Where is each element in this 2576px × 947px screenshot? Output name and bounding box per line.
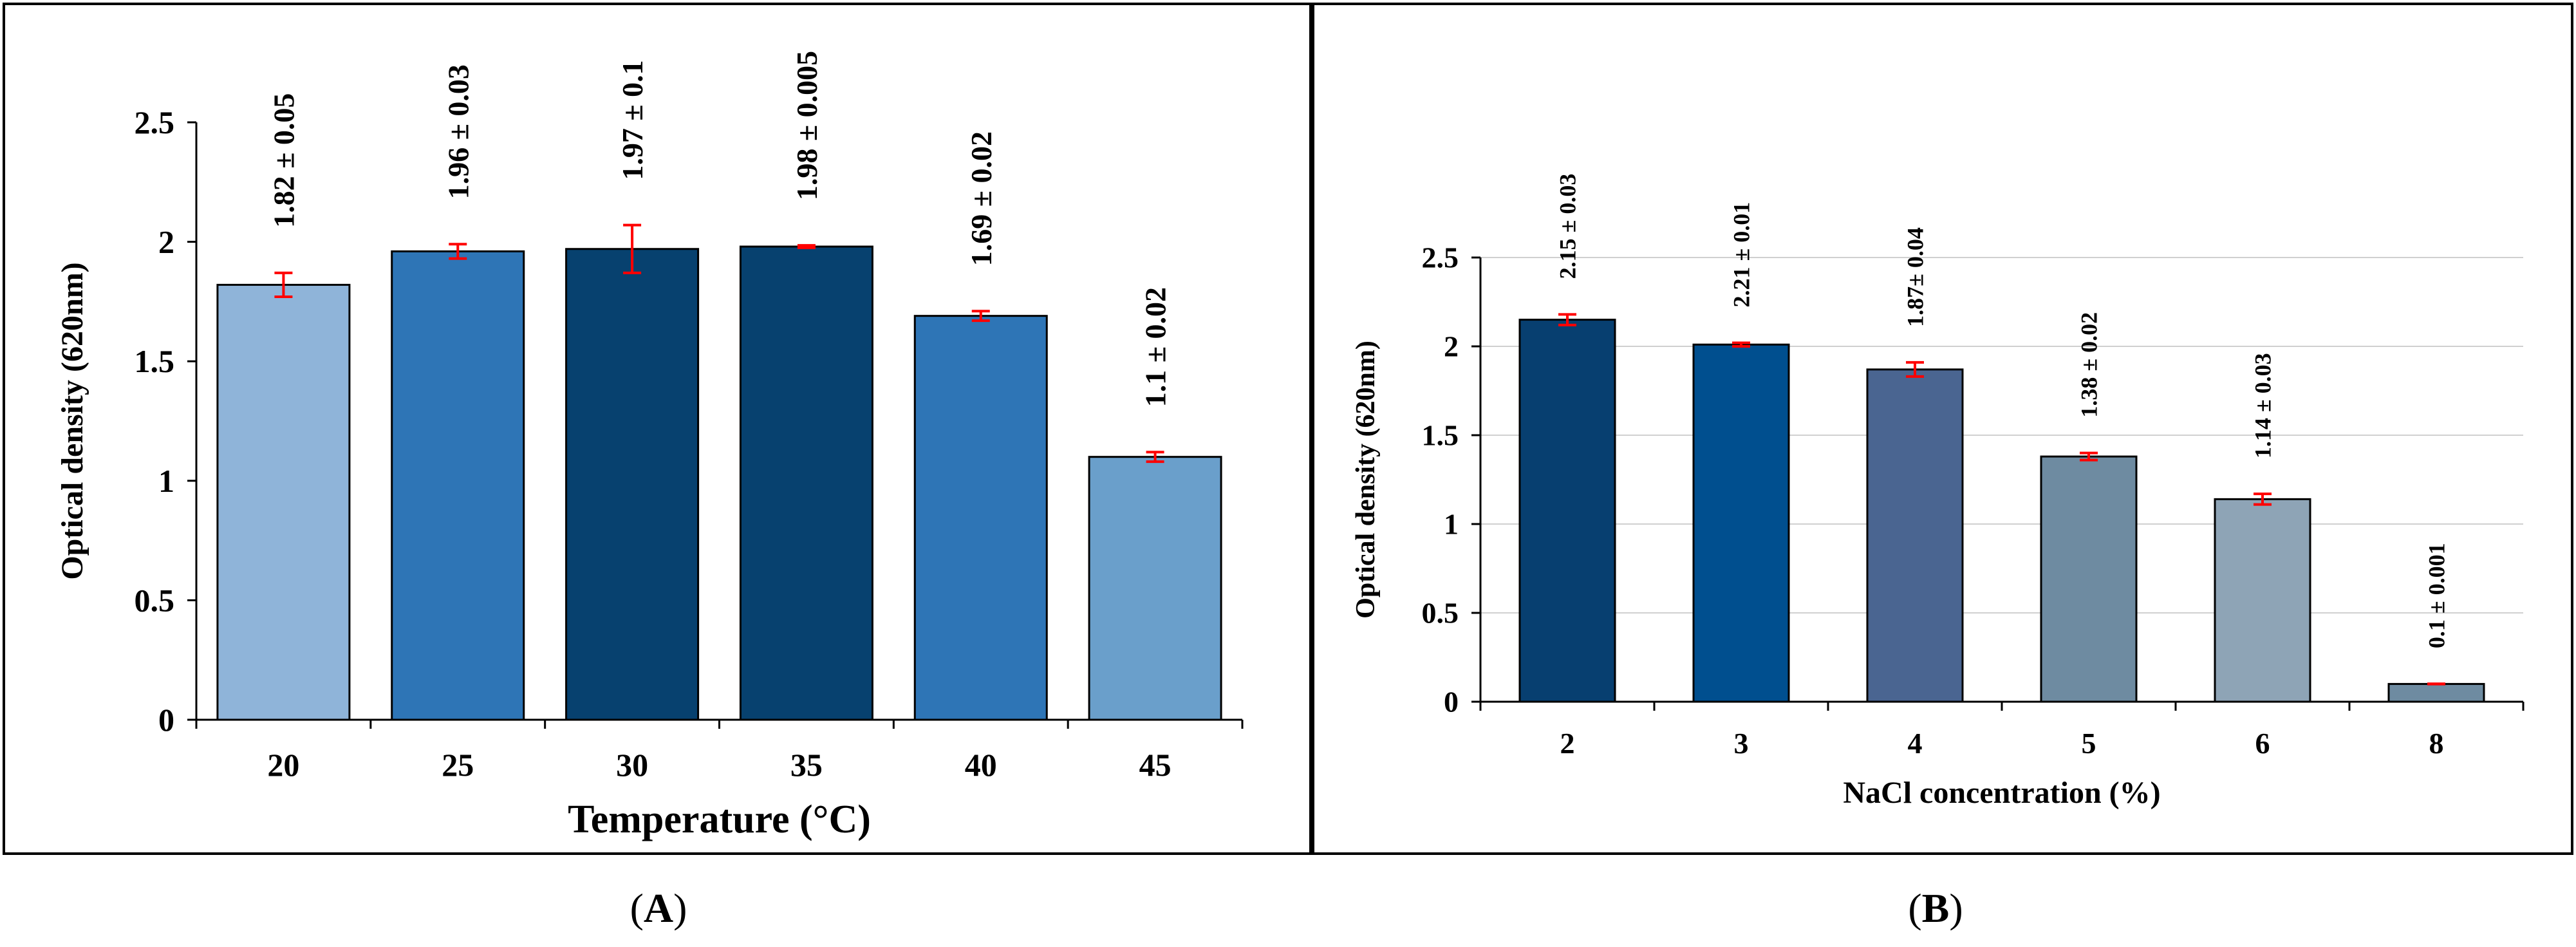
- bar: [1692, 343, 1790, 703]
- error-bar: [1558, 313, 1576, 326]
- y-tick-label: 0.5: [1422, 597, 1459, 630]
- data-label: 1.38 ± 0.02: [2077, 312, 2102, 418]
- bar: [1088, 456, 1222, 721]
- x-tick-label: 20: [267, 747, 299, 783]
- y-tick-label: 1: [158, 463, 174, 499]
- y-axis-title: Optical density (620nm): [55, 262, 89, 579]
- bar: [2387, 682, 2485, 703]
- y-tick-label: 1.5: [135, 343, 175, 379]
- data-label: 1.98 ± 0.005: [790, 51, 823, 200]
- x-tick-label: 4: [1908, 727, 1923, 760]
- data-label: 1.96 ± 0.03: [442, 64, 474, 199]
- bar: [391, 250, 525, 721]
- bar: [1518, 319, 1616, 703]
- x-axis-title: Temperature (°C): [568, 798, 871, 841]
- x-tick-label: 30: [616, 747, 648, 783]
- x-tick-label: 35: [790, 747, 823, 783]
- x-tick-label: 3: [1734, 727, 1749, 760]
- x-tick-label: 45: [1139, 747, 1171, 783]
- y-tick-label: 1: [1444, 508, 1459, 541]
- error-bar: [623, 223, 642, 274]
- bar: [913, 315, 1048, 721]
- error-bar: [971, 310, 990, 323]
- y-tick-label: 1.5: [1422, 419, 1459, 452]
- y-tick-label: 2.5: [1422, 241, 1459, 274]
- bar: [1866, 368, 1964, 703]
- error-bar: [2254, 492, 2272, 506]
- y-tick-label: 2: [1444, 330, 1459, 363]
- error-bar: [1732, 341, 1750, 348]
- data-label: 1.97 ± 0.1: [616, 60, 649, 180]
- y-tick-label: 0.5: [135, 582, 175, 618]
- chart-a: 0 0.5 1 1.5 2 2.5 1.82 ± 0.05 20 1.96 ± 0.03 25 1.…: [55, 51, 1244, 841]
- y-tick-label: 0: [158, 702, 174, 738]
- x-tick-label: 5: [2082, 727, 2096, 760]
- error-bar: [449, 243, 467, 260]
- y-tick-label: 0: [1444, 686, 1459, 718]
- x-tick-label: 25: [442, 747, 474, 783]
- x-tick-label: 8: [2429, 727, 2444, 760]
- data-label: 0.1 ± 0.001: [2424, 543, 2450, 648]
- error-bar: [797, 244, 816, 249]
- bar: [565, 248, 700, 721]
- y-tick-label: 2.5: [135, 104, 175, 140]
- x-tick-label: 6: [2255, 727, 2270, 760]
- data-label: 1.82 ± 0.05: [268, 93, 301, 228]
- error-bar: [274, 271, 293, 298]
- x-tick-label: 2: [1560, 727, 1575, 760]
- error-bar: [1146, 451, 1164, 464]
- caption-b-letter: B: [1922, 885, 1950, 931]
- chart-b: 0 0.5 1 1.5 2 2.5 2.15 ± 0.03 2 2.21 ± 0.01 3 1.87…: [1351, 174, 2525, 810]
- error-bar: [1906, 361, 1924, 378]
- x-axis-title: NaCl concentration (%): [1843, 776, 2160, 810]
- y-axis-title: Optical density (620nm): [1351, 341, 1381, 619]
- error-bar: [2080, 451, 2098, 462]
- x-tick-label: 40: [965, 747, 997, 783]
- y-tick-label: 2: [158, 224, 174, 260]
- bar: [739, 245, 873, 721]
- bar: [2040, 455, 2138, 703]
- bar: [216, 283, 351, 721]
- bar: [2214, 498, 2311, 703]
- data-label: 1.69 ± 0.02: [965, 131, 998, 266]
- caption-a: (A): [630, 885, 687, 931]
- caption-b: (B): [1908, 885, 1963, 931]
- data-label: 1.87± 0.04: [1903, 227, 1928, 327]
- data-label: 2.15 ± 0.03: [1555, 174, 1581, 279]
- caption-a-letter: A: [644, 885, 673, 931]
- data-label: 1.14 ± 0.03: [2250, 353, 2276, 458]
- data-label: 2.21 ± 0.01: [1729, 202, 1755, 308]
- data-label: 1.1 ± 0.02: [1139, 287, 1172, 407]
